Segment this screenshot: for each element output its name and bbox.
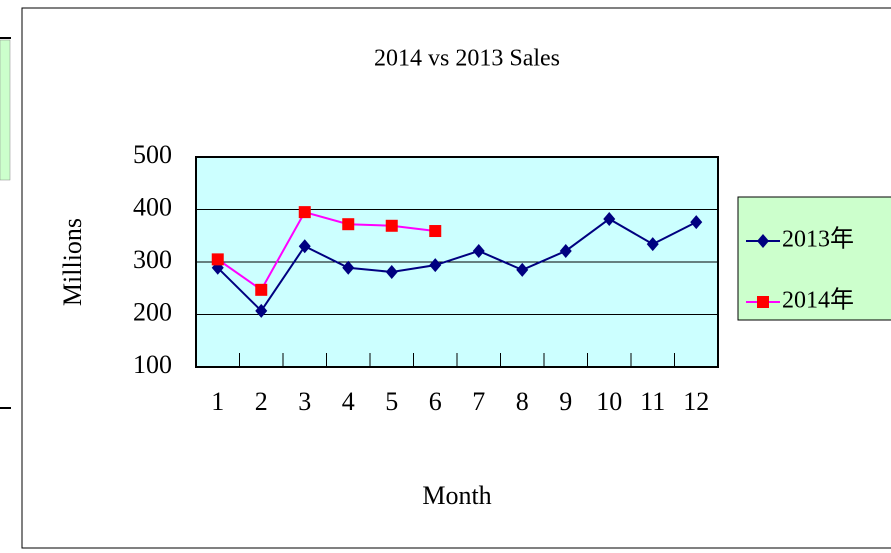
x-tick-label: 2 [255, 387, 268, 416]
x-tick-label: 12 [683, 387, 709, 416]
point [211, 253, 224, 266]
x-tick-label: 3 [298, 387, 311, 416]
legend-marker [757, 234, 769, 248]
legend-marker [757, 296, 769, 308]
x-tick-label: 5 [385, 387, 398, 416]
point [255, 303, 268, 318]
chart-title: 2014 vs 2013 Sales [374, 46, 560, 72]
x-tick-label: 9 [559, 387, 572, 416]
point [559, 243, 572, 258]
point [255, 283, 268, 296]
x-tick-label: 4 [342, 387, 355, 416]
point [342, 218, 355, 231]
point [429, 225, 442, 238]
x-tick-label: 7 [472, 387, 485, 416]
point [429, 258, 442, 273]
point [690, 215, 703, 230]
legend-label: 2014年 [782, 287, 854, 314]
point [516, 262, 529, 277]
x-tick-label: 8 [516, 387, 529, 416]
legend-label: 2013年 [782, 226, 854, 253]
x-tick-label: 10 [596, 387, 622, 416]
edge-box [0, 39, 11, 181]
y-tick-label: 100 [133, 350, 172, 379]
x-axis-label: Month [422, 481, 491, 510]
y-tick-label: 500 [133, 140, 172, 169]
y-tick-label: 300 [133, 245, 172, 274]
point [472, 243, 485, 258]
y-tick-label: 400 [133, 192, 172, 221]
x-tick-label: 1 [211, 387, 224, 416]
point [646, 237, 659, 252]
point [603, 211, 616, 226]
point [298, 239, 311, 254]
y-tick-label: 200 [133, 297, 172, 326]
point [298, 206, 311, 219]
point [342, 260, 355, 275]
point [385, 219, 398, 232]
point [385, 264, 398, 279]
x-tick-label: 11 [640, 387, 665, 416]
series-line [217, 217, 697, 313]
x-tick-label: 6 [429, 387, 442, 416]
series-line [217, 210, 436, 292]
y-axis-label: Millions [58, 218, 87, 306]
